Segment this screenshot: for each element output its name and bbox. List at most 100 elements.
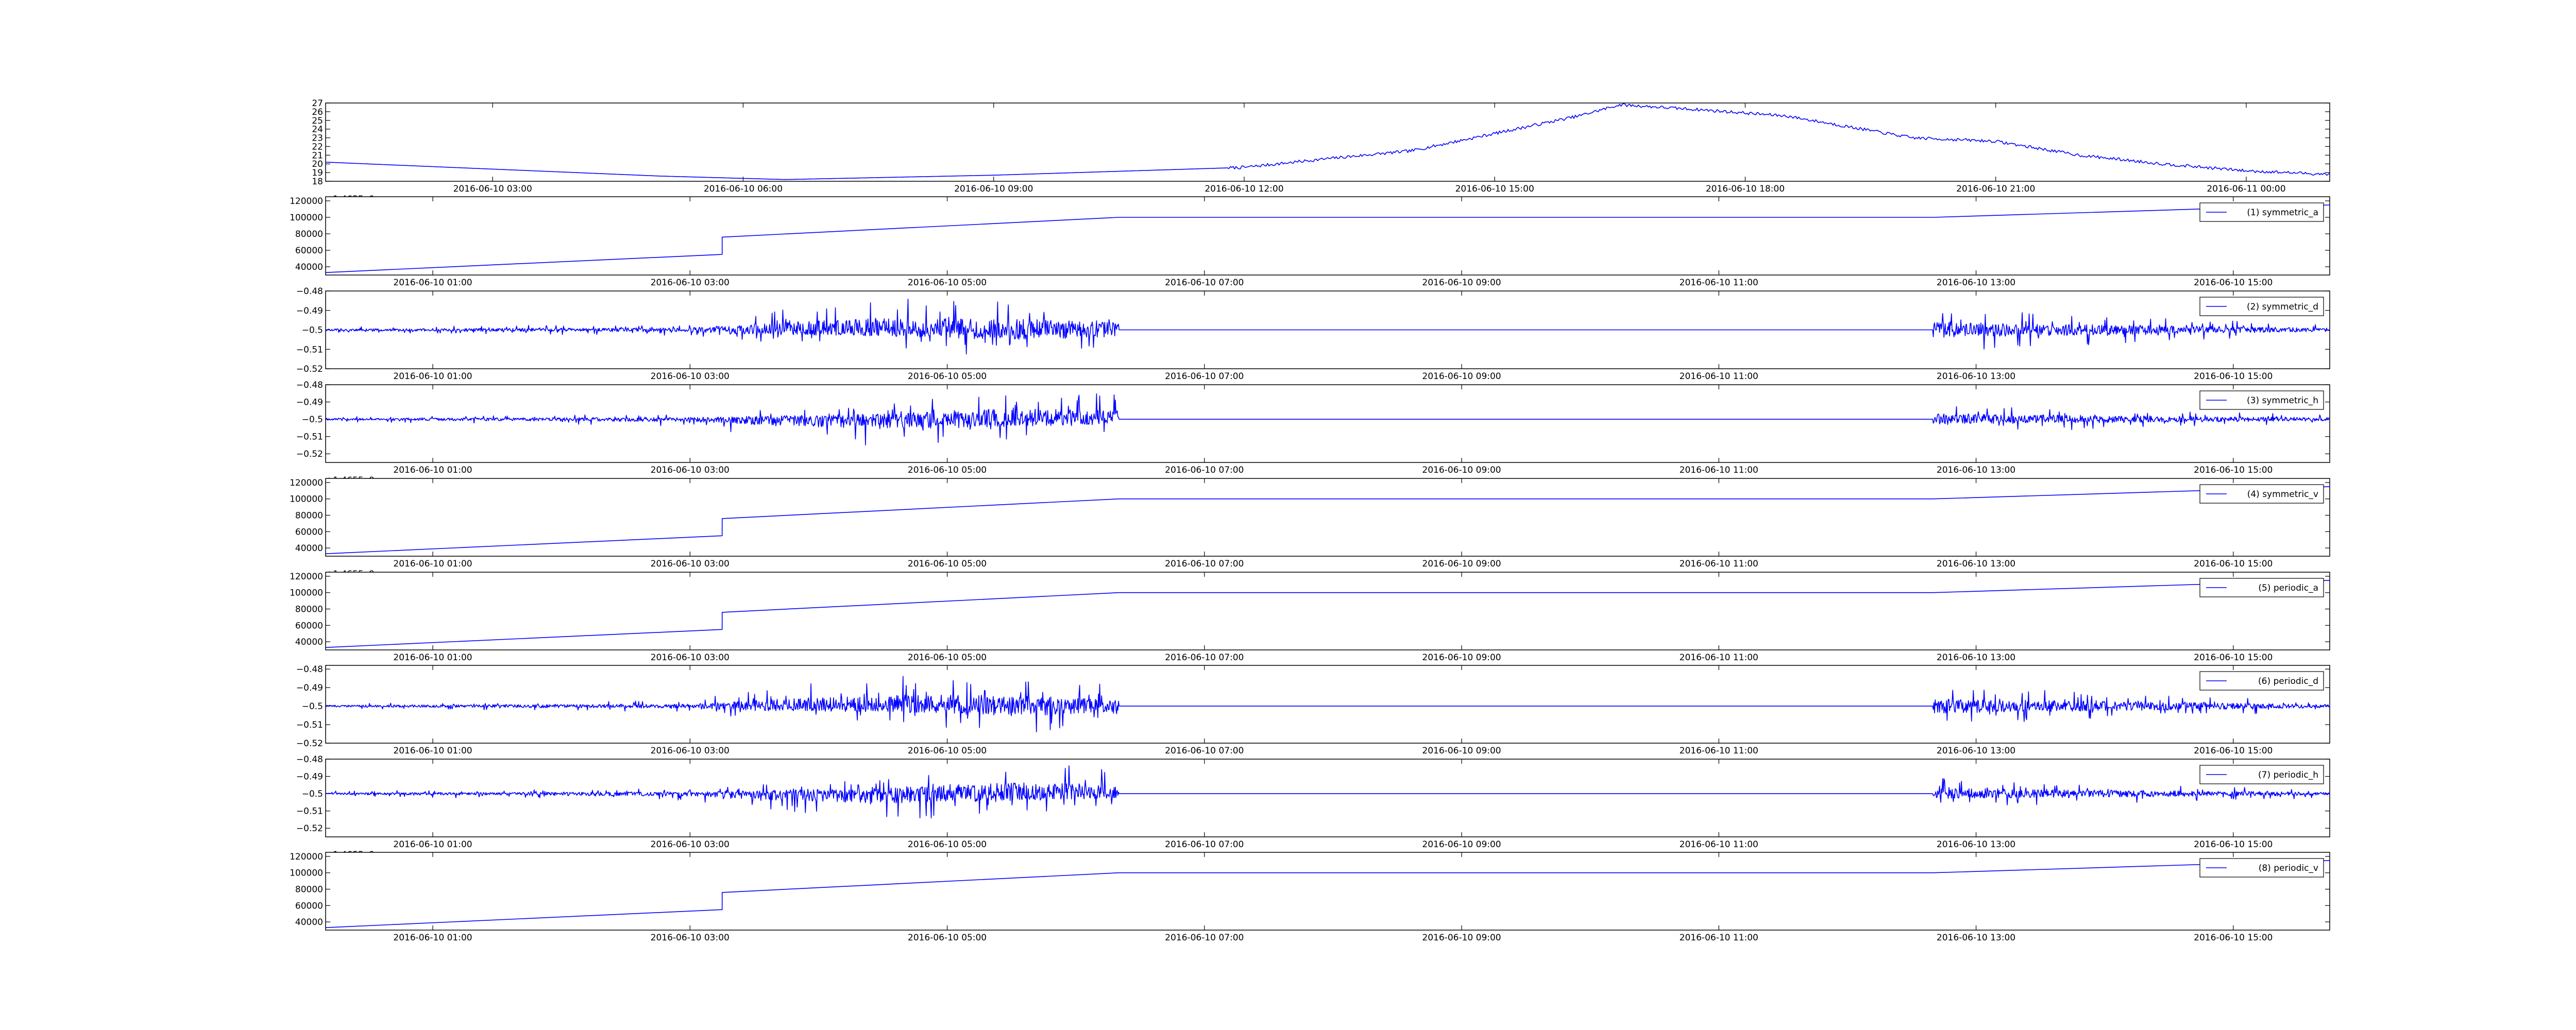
- x-tick-label: 2016-06-10 07:00: [1165, 933, 1244, 943]
- legend: (7) periodic_h: [2199, 765, 2324, 784]
- axes-frame: [325, 478, 2330, 557]
- x-tick-label: 2016-06-10 03:00: [651, 559, 730, 569]
- legend-label: (8) periodic_v: [2259, 863, 2318, 873]
- y-tick-label: −0.5: [302, 415, 323, 425]
- y-tick-label: −0.48: [296, 286, 323, 297]
- y-tick-label: 40000: [295, 262, 323, 272]
- x-tick-label: 2016-06-10 03:00: [651, 746, 730, 756]
- x-tick-label: 2016-06-10 15:00: [2194, 933, 2273, 943]
- legend: (8) periodic_v: [2199, 858, 2324, 878]
- x-tick-label: 2016-06-10 07:00: [1165, 465, 1244, 475]
- x-tick-label: 2016-06-10 05:00: [908, 933, 987, 943]
- legend-label: (7) periodic_h: [2258, 770, 2318, 780]
- x-tick-label: 2016-06-10 09:00: [1422, 371, 1501, 382]
- x-tick-label: 2016-06-10 15:00: [2194, 839, 2273, 850]
- legend-label: (3) symmetric_h: [2247, 396, 2318, 406]
- y-tick-label: 25: [312, 116, 323, 126]
- x-tick-label: 2016-06-10 01:00: [393, 559, 472, 569]
- y-tick-label: −0.49: [296, 398, 323, 408]
- subplot-3: −0.52 −0.51 −0.5 −0.49 −0.48 2016-06-10 01:00…: [296, 380, 2330, 486]
- x-tick-label: 2016-06-10 05:00: [908, 839, 987, 850]
- x-tick-label: 2016-06-10 05:00: [908, 465, 987, 475]
- x-tick-label: 2016-06-10 03:00: [651, 371, 730, 382]
- subplot-6: −0.52 −0.51 −0.5 −0.49 −0.48 2016-06-10 01:00…: [296, 664, 2330, 756]
- x-tick-label: 2016-06-10 01:00: [393, 933, 472, 943]
- y-tick-label: −0.48: [296, 664, 323, 675]
- x-tick-label: 2016-06-10 15:00: [2194, 465, 2273, 475]
- y-tick-label: −0.52: [296, 364, 323, 374]
- x-tick-label: 2016-06-10 01:00: [393, 465, 472, 475]
- x-tick-label: 2016-06-10 03:00: [651, 933, 730, 943]
- y-tick-label: −0.51: [296, 432, 323, 442]
- x-tick-label: 2016-06-10 13:00: [1937, 746, 2015, 756]
- x-tick-label: 2016-06-10 11:00: [1680, 933, 1758, 943]
- x-tick-label: 2016-06-10 11:00: [1680, 465, 1758, 475]
- axes-frame: [325, 759, 2330, 837]
- y-tick-label: 24: [312, 125, 323, 135]
- x-tick-label: 2016-06-10 09:00: [1422, 933, 1501, 943]
- y-tick-label: −0.5: [302, 701, 323, 712]
- x-tick-label: 2016-06-10 03:00: [651, 278, 730, 288]
- series-line: [326, 580, 2330, 648]
- x-tick-label: 2016-06-10 01:00: [393, 371, 472, 382]
- x-tick-label: 2016-06-10 07:00: [1165, 278, 1244, 288]
- x-tick-label: 2016-06-10 01:00: [393, 278, 472, 288]
- y-tick-label: 120000: [290, 478, 323, 488]
- axes-frame: [325, 196, 2330, 276]
- y-tick-label: −0.52: [296, 739, 323, 749]
- y-tick-label: −0.51: [296, 720, 323, 730]
- y-tick-label: 23: [312, 133, 323, 144]
- legend-label: (2) symmetric_d: [2247, 302, 2318, 312]
- y-tick-label: −0.48: [296, 754, 323, 765]
- subplot-5: 40000 60000 80000 100000 120000 2016-06-10 01…: [290, 572, 2330, 663]
- legend: (2) symmetric_d: [2199, 297, 2324, 316]
- y-tick-label: 60000: [295, 621, 323, 631]
- y-tick-label: −0.49: [296, 683, 323, 693]
- subplot-8: 40000 60000 80000 100000 120000 2016-06-10 01…: [290, 852, 2330, 943]
- legend-label: (6) periodic_d: [2258, 676, 2318, 686]
- y-tick-label: −0.5: [302, 789, 323, 799]
- axes-frame: [325, 384, 2330, 463]
- legend: (4) symmetric_v: [2199, 484, 2324, 504]
- y-tick-label: −0.52: [296, 449, 323, 459]
- x-tick-label: 2016-06-10 11:00: [1680, 559, 1758, 569]
- y-tick-label: 120000: [290, 196, 323, 207]
- x-tick-label: 2016-06-10 03:00: [651, 465, 730, 475]
- y-tick-label: 19: [312, 168, 323, 178]
- x-tick-label: 2016-06-10 07:00: [1165, 371, 1244, 382]
- y-tick-label: 21: [312, 150, 323, 161]
- x-tick-label: 2016-06-10 13:00: [1937, 559, 2015, 569]
- y-tick-label: 27: [312, 98, 323, 109]
- y-tick-label: 80000: [295, 511, 323, 521]
- series-line: [326, 299, 2330, 355]
- x-tick-label: 2016-06-10 03:00: [453, 184, 532, 194]
- y-tick-label: 40000: [295, 543, 323, 554]
- series-line: [326, 103, 2330, 180]
- y-tick-label: 60000: [295, 527, 323, 537]
- y-tick-label: 100000: [290, 588, 323, 598]
- subplot-4: 40000 60000 80000 100000 120000 2016-06-10 01…: [290, 478, 2330, 579]
- y-tick-label: 40000: [295, 917, 323, 928]
- x-tick-label: 2016-06-10 07:00: [1165, 746, 1244, 756]
- x-tick-label: 2016-06-10 03:00: [651, 839, 730, 850]
- y-tick-label: 120000: [290, 852, 323, 862]
- y-tick-label: 80000: [295, 605, 323, 615]
- subplot-2: −0.52 −0.51 −0.5 −0.49 −0.48 2016-06-10 01:00…: [296, 286, 2330, 382]
- series-line: [326, 860, 2330, 928]
- subplot-7: −0.52 −0.51 −0.5 −0.49 −0.48 2016-06-10 01:00…: [296, 754, 2330, 860]
- x-tick-label: 2016-06-10 13:00: [1937, 839, 2015, 850]
- x-tick-label: 2016-06-10 06:00: [704, 184, 783, 194]
- legend: (3) symmetric_h: [2199, 390, 2324, 410]
- y-tick-label: 80000: [295, 885, 323, 895]
- x-tick-label: 2016-06-10 12:00: [1205, 184, 1283, 194]
- x-tick-label: 2016-06-10 11:00: [1680, 746, 1758, 756]
- x-tick-label: 2016-06-10 15:00: [2194, 653, 2273, 663]
- x-tick-label: 2016-06-10 11:00: [1680, 278, 1758, 288]
- x-tick-label: 2016-06-10 15:00: [1455, 184, 1534, 194]
- y-tick-label: −0.51: [296, 806, 323, 817]
- x-tick-label: 2016-06-10 15:00: [2194, 746, 2273, 756]
- y-tick-label: −0.48: [296, 380, 323, 390]
- x-tick-label: 2016-06-10 13:00: [1937, 371, 2015, 382]
